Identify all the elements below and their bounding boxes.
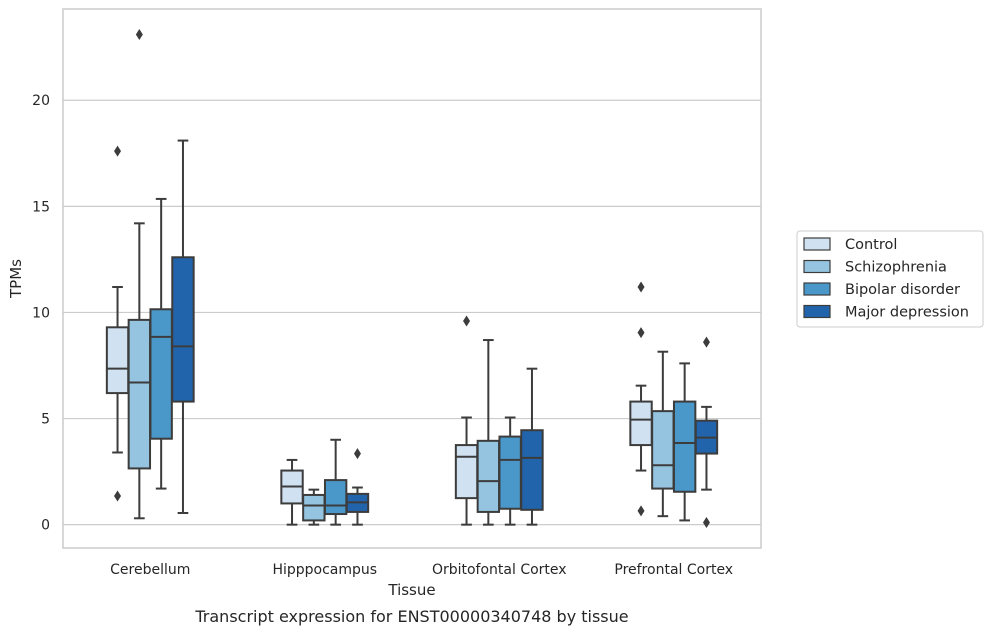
box-iqr — [498, 435, 522, 510]
x-tick-label: Cerebellum — [110, 562, 190, 578]
box-3-1 — [651, 350, 675, 518]
legend-entry: Major depression — [803, 304, 969, 321]
outlier-point — [135, 28, 143, 40]
outlier-point — [114, 145, 122, 157]
box-iqr — [454, 444, 479, 500]
legend-entry: Bipolar disorder — [803, 282, 960, 298]
box-0-0 — [105, 145, 130, 502]
box-iqr — [105, 326, 130, 395]
outlier-point — [463, 315, 471, 327]
legend-entry: Control — [803, 237, 897, 253]
legend-label: Major depression — [845, 305, 969, 321]
legend-label: Control — [845, 237, 897, 253]
y-tick-label: 20 — [32, 93, 50, 109]
outlier-point — [702, 336, 710, 348]
x-tick-label: Orbitofontal Cortex — [432, 562, 567, 578]
legend-swatch — [803, 304, 831, 319]
box-2-0 — [454, 315, 479, 526]
box-iqr — [651, 410, 675, 490]
box-iqr — [302, 493, 326, 522]
x-tick-label: Hipppocampus — [272, 562, 377, 578]
chart-caption: Transcript expression for ENST0000034074… — [194, 607, 628, 626]
y-tick-label: 0 — [41, 518, 50, 534]
legend-entry: Schizophrenia — [803, 259, 947, 276]
x-tick-label: Prefrontal Cortex — [614, 562, 733, 578]
box-2-1 — [476, 339, 501, 526]
legend-swatch — [803, 282, 831, 296]
box-2-2 — [498, 416, 522, 526]
legend-label: Bipolar disorder — [845, 282, 960, 298]
box-1-3 — [345, 448, 370, 526]
x-tick-labels: Cerebellum Hipppocampus Orbitofontal Corte… — [110, 562, 733, 578]
box-2-3 — [520, 367, 544, 526]
box-iqr — [149, 308, 173, 440]
outlier-point — [637, 281, 645, 293]
y-tick-label: 10 — [32, 305, 50, 321]
box-iqr — [127, 318, 152, 470]
outlier-point — [702, 517, 710, 529]
legend-label: Schizophrenia — [845, 260, 947, 276]
box-iqr — [171, 256, 195, 403]
box-iqr — [476, 439, 501, 513]
box-0-2 — [149, 197, 173, 490]
legend-swatch — [803, 237, 831, 251]
box-1-2 — [323, 438, 348, 526]
outlier-point — [353, 448, 361, 460]
y-axis-label: TPMs — [7, 259, 25, 299]
legend-swatch — [803, 259, 831, 274]
boxes — [105, 28, 719, 529]
box-0-1 — [127, 28, 152, 520]
x-axis-label: Tissue — [387, 581, 435, 599]
box-iqr — [520, 429, 544, 511]
y-tick-label: 15 — [32, 199, 50, 215]
y-tick-labels: 0 5 10 15 20 — [32, 93, 50, 533]
box-iqr — [323, 479, 348, 516]
plot-area-frame — [62, 8, 762, 549]
outlier-point — [637, 505, 645, 517]
legend: Control Schizophrenia Bipolar disorder Majo… — [796, 230, 984, 328]
outlier-point — [637, 327, 645, 339]
box-1-1 — [302, 488, 326, 526]
box-3-2 — [672, 362, 697, 522]
box-0-3 — [171, 139, 195, 514]
box-1-0 — [280, 458, 304, 526]
box-iqr — [629, 400, 653, 447]
box-3-3 — [694, 336, 719, 529]
legend-frame — [796, 230, 984, 328]
box-3-0 — [629, 281, 653, 517]
y-tick-label: 5 — [41, 412, 50, 428]
outlier-point — [114, 490, 122, 502]
box-iqr — [672, 400, 697, 493]
